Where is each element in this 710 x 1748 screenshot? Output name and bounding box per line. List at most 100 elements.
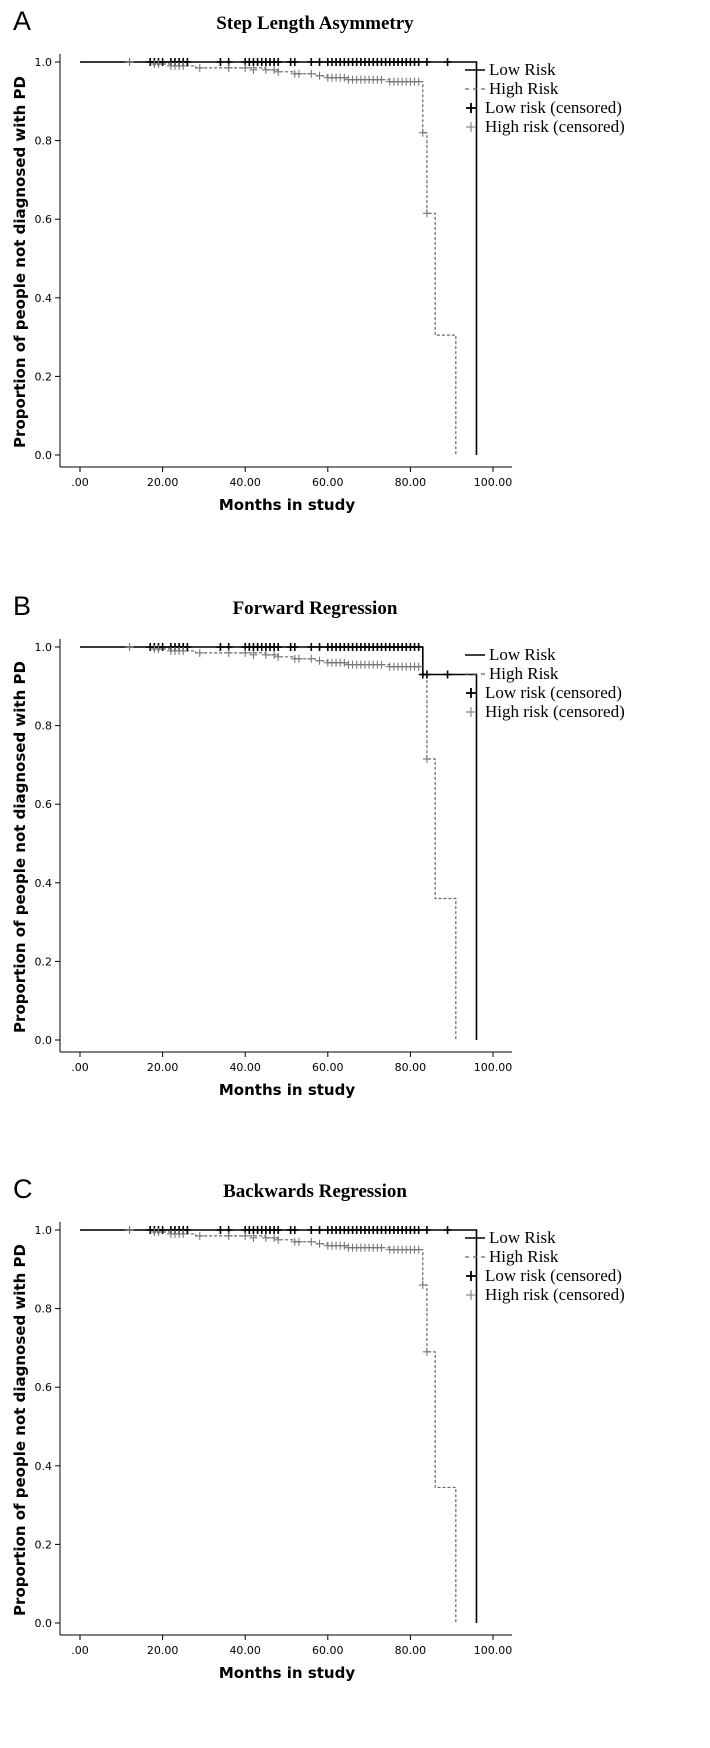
y-tick-label: 0.4 <box>35 877 53 890</box>
low-risk-censor-mark <box>414 1226 423 1234</box>
x-tick-label: 80.00 <box>395 1061 427 1074</box>
x-tick-label: 100.00 <box>474 1644 513 1657</box>
chart-title: Backwards Regression <box>223 1181 407 1202</box>
y-tick-label: 0.2 <box>35 1538 53 1551</box>
y-tick-label: 1.0 <box>35 56 53 69</box>
y-tick-label: 0.6 <box>35 1381 53 1394</box>
low-risk-censor-mark <box>274 643 283 651</box>
high-risk-line <box>80 61 457 455</box>
y-tick-label: 0.8 <box>35 135 53 148</box>
x-tick-label: .00 <box>71 1644 89 1657</box>
low-risk-censor-mark <box>216 58 225 66</box>
legend-label: High Risk <box>489 664 559 683</box>
high-risk-censor-mark <box>125 643 134 651</box>
chart-title: Forward Regression <box>233 598 398 619</box>
high-risk-censor-mark <box>315 71 324 80</box>
y-tick-label: 0.8 <box>35 720 53 733</box>
high-risk-censor-mark <box>274 67 283 76</box>
high-risk-censor-mark <box>377 660 386 669</box>
low-risk-censor-mark <box>443 670 452 679</box>
high-risk-censor-mark <box>224 1231 233 1240</box>
y-tick-label: 0.4 <box>35 292 53 305</box>
high-risk-censor-mark <box>270 65 279 74</box>
panel-letter: A <box>13 6 31 36</box>
low-risk-censor-mark <box>414 58 423 66</box>
high-risk-censor-mark <box>340 658 349 667</box>
high-risk-censor-mark <box>241 63 250 72</box>
low-risk-line <box>80 1229 478 1623</box>
high-risk-censor-mark <box>414 1245 423 1254</box>
high-risk-censor-mark <box>125 58 134 66</box>
x-tick-label: 60.00 <box>312 1644 344 1657</box>
chart-panel-c: C Backwards Regression 0.0 0.2 0.4 0.6 0.8 1.0.… <box>0 1168 710 1748</box>
chart-title: Step Length Asymmetry <box>216 13 414 34</box>
low-risk-line <box>80 61 478 455</box>
high-risk-line <box>80 1229 457 1623</box>
low-risk-line <box>80 646 478 1040</box>
x-tick-label: 40.00 <box>229 1644 261 1657</box>
y-tick-label: 0.6 <box>35 798 53 811</box>
low-risk-censor-mark <box>216 1226 225 1234</box>
high-risk-censor-mark <box>422 1347 431 1356</box>
low-risk-censor-mark <box>183 58 192 66</box>
legend-label: High Risk <box>489 1247 559 1266</box>
high-risk-censor-mark <box>294 1237 303 1246</box>
low-risk-censor-mark <box>183 643 192 651</box>
x-tick-label: 60.00 <box>312 1061 344 1074</box>
low-risk-censor-mark <box>290 643 299 651</box>
panel-letter: C <box>13 1174 33 1204</box>
km-chart: A Step Length Asymmetry 0.0 0.2 0.4 0.6 0.8 1.0… <box>11 6 625 514</box>
high-risk-censor-mark <box>414 77 423 86</box>
y-tick-label: 0.0 <box>35 1034 53 1047</box>
high-risk-censor-mark <box>195 63 204 72</box>
high-risk-censor-mark <box>179 1229 188 1238</box>
low-risk-censor-mark <box>307 643 316 651</box>
low-risk-censor-mark <box>422 1226 431 1234</box>
low-risk-censor-mark <box>307 58 316 66</box>
high-risk-censor-mark <box>274 652 283 661</box>
high-risk-censor-mark <box>261 650 270 659</box>
low-risk-censor-mark <box>274 58 283 66</box>
km-chart: C Backwards Regression 0.0 0.2 0.4 0.6 0.8 1.0.… <box>11 1174 625 1682</box>
legend-label: High risk (censored) <box>485 702 625 721</box>
y-axis-label: Proportion of people not diagnosed with … <box>11 661 29 1033</box>
high-risk-censor-mark <box>249 1233 258 1242</box>
x-tick-label: 20.00 <box>147 1061 179 1074</box>
low-risk-censor-mark <box>414 643 423 651</box>
high-risk-censor-mark <box>307 69 316 78</box>
x-axis-label: Months in study <box>219 496 355 514</box>
low-risk-censor-mark <box>158 643 167 651</box>
x-axis-label: Months in study <box>219 1664 355 1682</box>
high-risk-censor-mark <box>179 646 188 655</box>
low-risk-censor-mark <box>443 1226 452 1234</box>
high-risk-censor-mark <box>422 755 431 764</box>
y-tick-label: 0.2 <box>35 955 53 968</box>
high-risk-censor-mark <box>274 1235 283 1244</box>
x-tick-label: 40.00 <box>229 476 261 489</box>
low-risk-censor-mark <box>315 643 324 651</box>
low-risk-censor-mark <box>315 1226 324 1234</box>
low-risk-censor-mark <box>443 58 452 66</box>
y-tick-label: 1.0 <box>35 641 53 654</box>
y-axis-label: Proportion of people not diagnosed with … <box>11 76 29 448</box>
high-risk-censor-mark <box>125 1226 134 1234</box>
high-risk-censor-mark <box>195 648 204 657</box>
y-tick-label: 0.6 <box>35 213 53 226</box>
high-risk-censor-mark <box>377 75 386 84</box>
low-risk-censor-mark <box>422 58 431 66</box>
high-risk-censor-mark <box>315 656 324 665</box>
y-tick-label: 0.2 <box>35 370 53 383</box>
high-risk-censor-mark <box>294 69 303 78</box>
chart-panel-a: A Step Length Asymmetry 0.0 0.2 0.4 0.6 0.8 1.0… <box>0 0 710 580</box>
low-risk-censor-mark <box>315 58 324 66</box>
x-tick-label: 20.00 <box>147 476 179 489</box>
low-risk-censor-mark <box>183 1226 192 1234</box>
high-risk-censor-mark <box>307 1237 316 1246</box>
high-risk-censor-mark <box>377 1243 386 1252</box>
high-risk-censor-mark <box>270 1233 279 1242</box>
high-risk-censor-mark <box>414 662 423 671</box>
x-axis-label: Months in study <box>219 1081 355 1099</box>
high-risk-censor-mark <box>261 1233 270 1242</box>
